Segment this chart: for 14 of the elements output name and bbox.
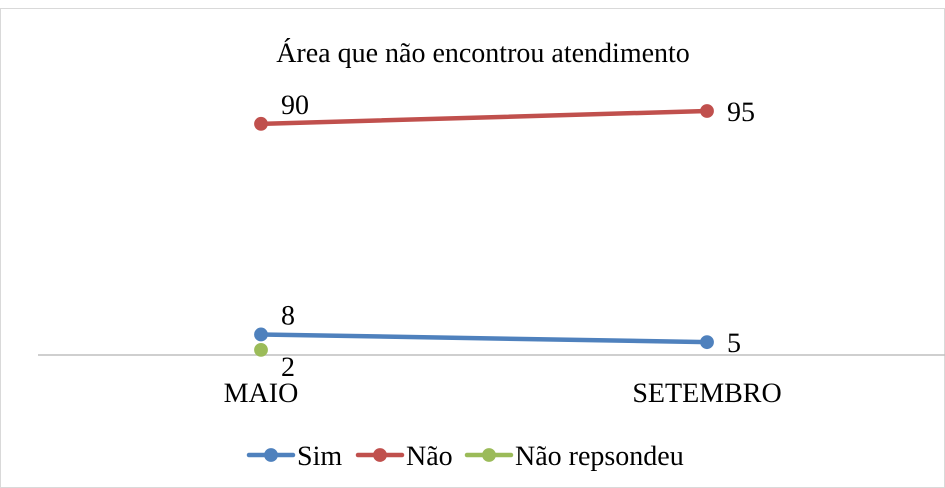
legend-label: Não repsondeu — [515, 441, 684, 472]
point — [254, 328, 268, 342]
data-label: 5 — [727, 328, 741, 360]
point — [254, 116, 268, 131]
legend-label: Não — [406, 441, 453, 472]
point — [700, 335, 714, 350]
chart-title: Área que não encontrou atendimento — [276, 37, 690, 69]
data-label: 8 — [281, 300, 295, 332]
x-tick-label: SETEMBRO — [632, 378, 782, 409]
legend-label: Sim — [297, 441, 342, 472]
data-label: 95 — [727, 97, 755, 128]
data-label: 90 — [281, 90, 309, 121]
point — [254, 342, 268, 357]
point — [700, 104, 714, 118]
